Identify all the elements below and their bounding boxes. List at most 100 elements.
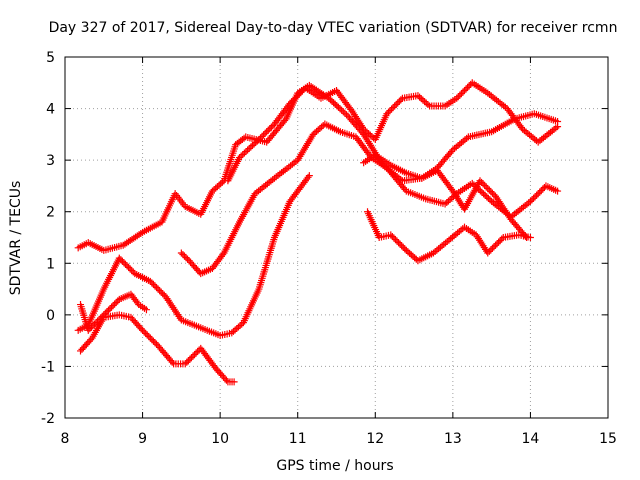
data-point	[148, 279, 156, 287]
data-point	[485, 186, 493, 194]
data-point	[446, 196, 454, 204]
y-tick-label: 4	[46, 102, 55, 118]
x-tick-label: 11	[289, 431, 307, 447]
data-point	[391, 102, 399, 110]
data-point	[528, 196, 536, 204]
data-point	[554, 123, 562, 131]
data-point	[146, 277, 154, 285]
data-point	[338, 106, 346, 114]
data-point	[394, 99, 402, 107]
data-point	[255, 136, 263, 144]
data-point	[336, 105, 344, 113]
data-point	[465, 82, 473, 90]
data-point	[463, 134, 471, 142]
data-point	[109, 302, 117, 310]
data-point	[229, 327, 237, 335]
data-point	[490, 243, 498, 251]
data-point	[168, 358, 176, 366]
data-point	[462, 85, 470, 93]
data-point	[305, 172, 313, 180]
data-point	[347, 105, 355, 113]
y-tick-label: 0	[46, 308, 55, 324]
data-point	[125, 263, 133, 271]
data-point	[456, 91, 464, 99]
series-track-a	[74, 81, 562, 254]
data-point	[343, 111, 351, 119]
data-point	[217, 180, 225, 188]
data-point	[179, 251, 187, 259]
data-point	[404, 248, 412, 256]
data-point	[219, 251, 227, 259]
data-point	[87, 323, 95, 331]
data-point	[253, 137, 261, 145]
data-point	[182, 254, 190, 262]
data-point	[153, 340, 161, 348]
data-point	[498, 235, 506, 243]
data-point	[261, 129, 269, 137]
data-point	[398, 242, 406, 250]
data-point	[419, 96, 427, 104]
data-point	[298, 87, 306, 95]
y-axis-label: SDTVAR / TECUs	[8, 181, 24, 296]
series-track-e	[77, 290, 150, 334]
data-point	[526, 197, 534, 205]
data-point	[292, 93, 300, 101]
data-point	[481, 191, 489, 199]
data-point	[90, 320, 98, 328]
data-point	[151, 339, 159, 347]
data-point	[537, 187, 545, 195]
data-point	[363, 128, 371, 136]
x-tick-label: 15	[599, 431, 617, 447]
data-point	[457, 90, 465, 98]
data-point	[295, 90, 303, 98]
data-point	[479, 180, 487, 188]
data-point	[288, 98, 296, 106]
data-point	[101, 309, 109, 317]
data-point	[258, 132, 266, 140]
data-point	[151, 282, 159, 290]
data-point	[488, 244, 496, 252]
data-point	[106, 305, 114, 313]
y-tick-label: -1	[41, 359, 55, 375]
data-point	[133, 299, 141, 307]
data-point	[496, 237, 504, 245]
data-point	[267, 123, 275, 131]
data-point	[291, 95, 299, 103]
data-point	[104, 306, 112, 314]
data-point	[252, 139, 260, 147]
data-point	[444, 197, 452, 205]
data-point	[361, 127, 369, 135]
y-tick-label: 1	[46, 256, 55, 272]
data-point	[393, 237, 401, 245]
data-point	[149, 280, 157, 288]
data-point	[233, 324, 241, 332]
data-point	[534, 190, 542, 198]
data-point	[191, 351, 199, 359]
data-point	[245, 145, 253, 153]
data-point	[414, 92, 422, 100]
data-point	[388, 105, 396, 113]
data-point	[395, 97, 403, 105]
data-point	[468, 179, 476, 187]
data-point	[395, 239, 403, 247]
y-tick-label: 2	[46, 205, 55, 221]
data-point	[536, 188, 544, 196]
data-point	[117, 256, 125, 264]
x-tick-label: 13	[444, 431, 462, 447]
data-point	[326, 96, 334, 104]
data-point	[112, 298, 120, 306]
data-point	[128, 267, 136, 275]
x-tick-label: 14	[522, 431, 540, 447]
data-point	[485, 247, 493, 255]
data-point	[386, 107, 394, 115]
data-point	[242, 148, 250, 156]
y-tick-label: 3	[46, 153, 55, 169]
data-point	[89, 322, 97, 330]
data-point	[186, 355, 194, 363]
data-point	[148, 336, 156, 344]
data-point	[230, 378, 238, 386]
data-point	[366, 131, 374, 139]
data-point	[234, 323, 242, 331]
data-point	[142, 306, 150, 314]
data-point	[339, 108, 347, 116]
